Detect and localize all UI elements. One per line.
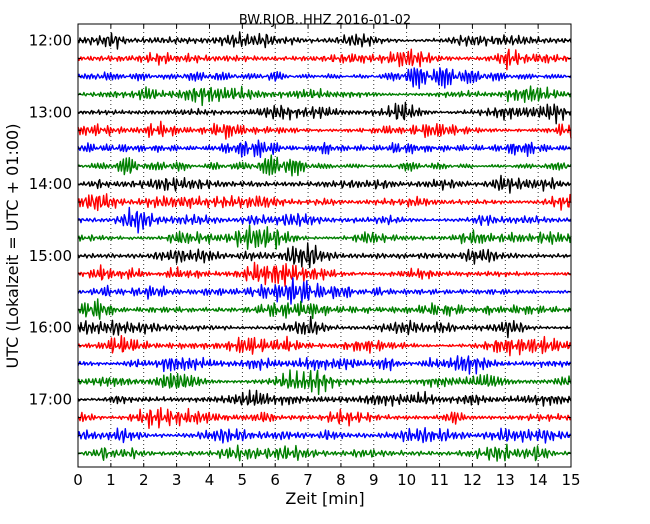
seismic-trace: [77, 154, 572, 177]
seismic-trace: [77, 67, 572, 90]
x-tick-label: 6: [270, 471, 280, 489]
y-tick-labels: 12:00 13:00 14:00 15:00 16:00 17:00: [29, 32, 72, 409]
seismic-trace: [77, 120, 572, 140]
seismic-trace: [77, 427, 572, 444]
seismic-trace: [77, 443, 572, 462]
seismic-trace: [77, 193, 572, 212]
x-tick-label: 15: [561, 471, 580, 489]
x-tick-label: 4: [205, 471, 215, 489]
x-tick-label: 1: [106, 471, 116, 489]
axis-ticks: [77, 24, 572, 467]
seismic-trace: [77, 242, 572, 269]
x-tick-label: 11: [430, 471, 449, 489]
seismic-trace: [77, 335, 572, 357]
x-tick-label: 0: [73, 471, 83, 489]
x-tick-label: 12: [463, 471, 482, 489]
x-tick-labels: 0 1 2 3 4 5 6 7 8 9 10 11 12 13 14 15: [73, 471, 580, 489]
seismic-trace: [77, 139, 572, 158]
x-tick-label: 10: [397, 471, 416, 489]
seismic-trace: [77, 31, 572, 50]
y-tick-label: 14:00: [29, 175, 72, 193]
chart-title: BW.RJOB..HHZ 2016-01-02: [239, 13, 411, 28]
y-tick-label: 15:00: [29, 247, 72, 265]
x-tick-label: 7: [303, 471, 313, 489]
x-tick-label: 2: [139, 471, 149, 489]
y-tick-label: 17:00: [29, 391, 72, 409]
seismic-trace: [77, 369, 572, 396]
seismic-trace: [77, 224, 572, 250]
traces-group: [77, 31, 572, 462]
seismic-trace: [77, 261, 572, 287]
seismic-trace: [77, 315, 572, 339]
seismic-trace: [77, 101, 572, 125]
y-tick-label: 13:00: [29, 103, 72, 121]
x-tick-label: 5: [238, 471, 248, 489]
seismic-trace: [77, 389, 572, 407]
x-tick-label: 13: [496, 471, 515, 489]
x-tick-label: 9: [369, 471, 379, 489]
seismic-trace: [77, 48, 572, 71]
seismic-trace: [77, 174, 572, 194]
seismic-trace: [77, 407, 572, 429]
seismic-trace: [77, 206, 572, 234]
seismic-trace: [77, 298, 572, 320]
seismic-trace: [77, 277, 572, 305]
y-tick-label: 16:00: [29, 319, 72, 337]
seismic-trace: [77, 355, 572, 375]
x-axis-label: Zeit [min]: [285, 489, 364, 508]
seismic-trace: [77, 85, 572, 107]
x-tick-label: 14: [529, 471, 548, 489]
x-tick-label: 3: [172, 471, 182, 489]
y-tick-label: 12:00: [29, 32, 72, 50]
x-tick-label: 8: [336, 471, 346, 489]
plot-frame: [77, 23, 572, 468]
y-axis-label: UTC (Lokalzeit = UTC + 01:00): [3, 124, 22, 369]
